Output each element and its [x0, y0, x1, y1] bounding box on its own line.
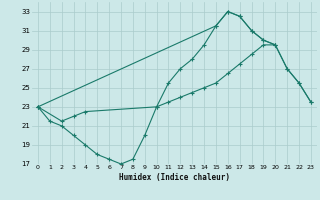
X-axis label: Humidex (Indice chaleur): Humidex (Indice chaleur)	[119, 173, 230, 182]
